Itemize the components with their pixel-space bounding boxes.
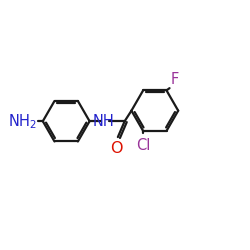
- Text: NH$_2$: NH$_2$: [8, 112, 37, 130]
- Text: NH: NH: [93, 114, 115, 129]
- Text: F: F: [170, 72, 178, 87]
- Text: Cl: Cl: [136, 138, 150, 153]
- Text: O: O: [110, 141, 122, 156]
